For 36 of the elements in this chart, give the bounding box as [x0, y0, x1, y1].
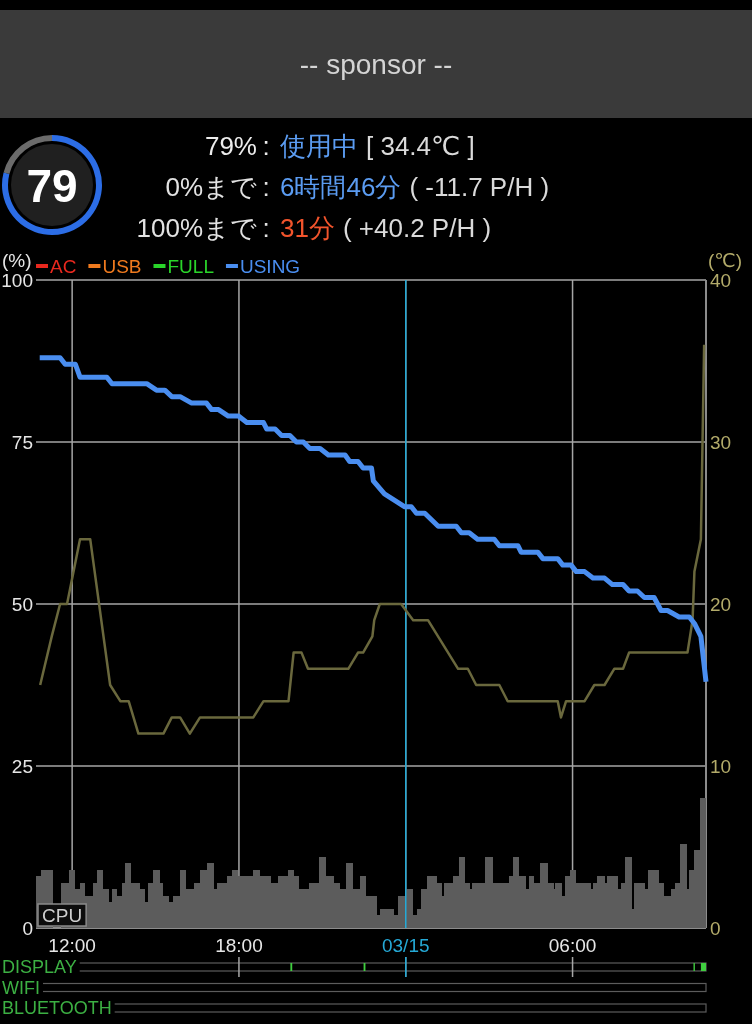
text: [ 34.4℃ ]	[366, 131, 475, 161]
y-axis-title: DISPLAY	[2, 957, 77, 977]
text: 100%まで	[136, 213, 257, 243]
y-axis-title: (%)	[2, 249, 32, 271]
legend-label: FULL	[167, 255, 214, 277]
y-tick-label: 25	[11, 755, 33, 777]
y2-tick-label: 10	[710, 755, 732, 777]
text: ( +40.2 P/H )	[342, 213, 492, 243]
legend-label: USING	[239, 255, 301, 277]
text: :	[262, 131, 270, 161]
y-tick-label: 0	[22, 917, 33, 939]
text: 31分	[280, 213, 335, 243]
text: 0%まで	[165, 172, 257, 202]
text: WIFI	[2, 977, 40, 998]
text: 79	[26, 160, 78, 212]
x-tick-label: 06:00	[548, 934, 597, 956]
y2-tick-label: 0	[710, 917, 721, 939]
text: :	[262, 213, 270, 243]
x-tick-label: 03/15	[381, 934, 430, 956]
text: 使用中	[280, 131, 358, 161]
x-tick-label: 12:00	[48, 934, 96, 956]
text: 6時間46分	[280, 172, 402, 202]
text: ( -11.7 P/H )	[409, 172, 550, 202]
text: :	[262, 172, 270, 202]
y-tick-label: 50	[11, 593, 33, 615]
y2-tick-label: 20	[710, 593, 732, 615]
legend-label: AC	[50, 255, 77, 277]
legend-label: USB	[102, 255, 142, 277]
text: 79%	[204, 131, 257, 161]
y2-tick-label: 30	[710, 431, 732, 453]
text: BLUETOOTH	[2, 998, 112, 1018]
text: -- sponsor --	[299, 48, 453, 80]
x-tick-label: 18:00	[215, 934, 263, 956]
series-label: CPU	[42, 904, 83, 926]
y-tick-label: 75	[11, 431, 33, 453]
y2-axis-title: (℃)	[708, 249, 742, 271]
